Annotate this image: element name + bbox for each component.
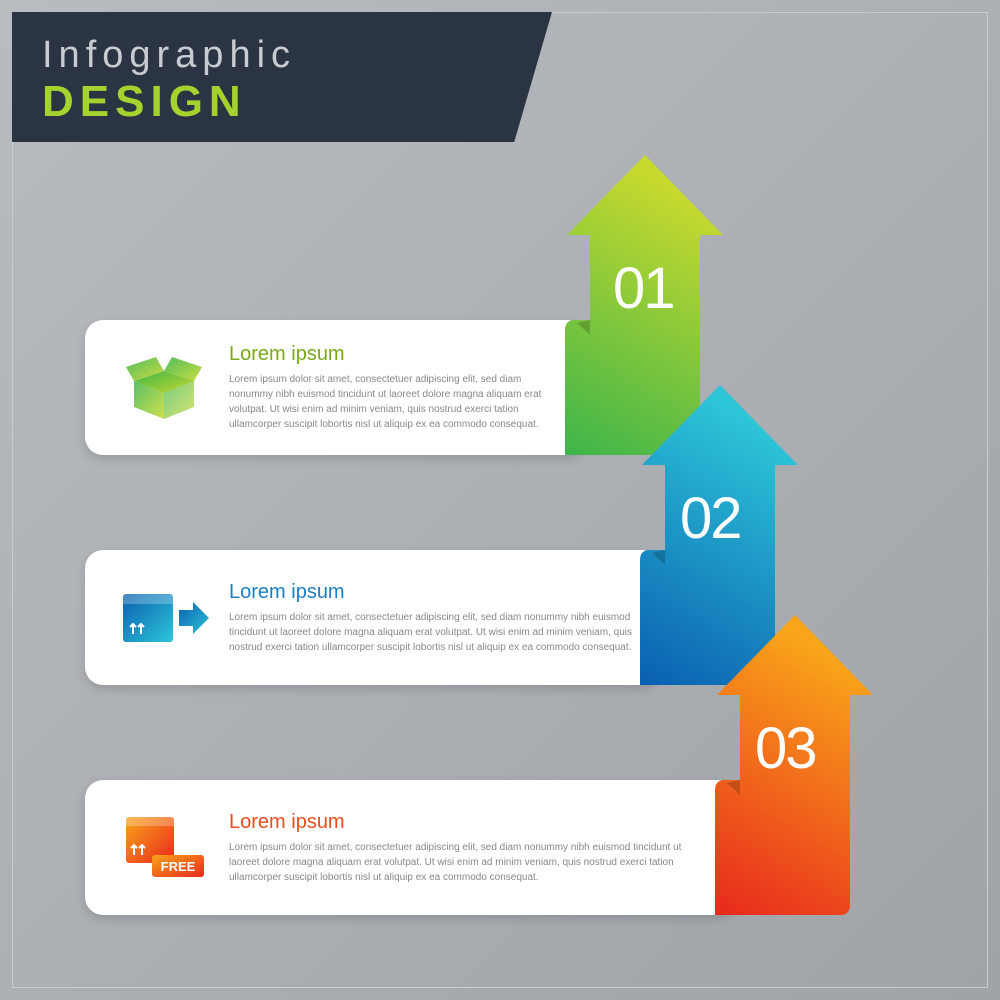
open-box-icon: [109, 353, 219, 423]
number-3: 03: [755, 715, 816, 782]
header-line2: DESIGN: [42, 77, 522, 127]
card-3-body: Lorem ipsum dolor sit amet, consectetuer…: [229, 840, 711, 885]
arrow-3: 03: [715, 615, 875, 915]
card-2-body: Lorem ipsum dolor sit amet, consectetuer…: [229, 610, 636, 655]
card-2: Lorem ipsum Lorem ipsum dolor sit amet, …: [85, 550, 660, 685]
header-line1: Infographic: [42, 34, 522, 77]
header-banner: Infographic DESIGN: [12, 12, 552, 142]
card-1-title: Lorem ipsum: [229, 343, 561, 366]
card-3-title: Lorem ipsum: [229, 811, 711, 834]
card-1-body: Lorem ipsum dolor sit amet, consectetuer…: [229, 372, 561, 432]
box-free-icon: FREE: [109, 815, 219, 880]
number-2: 02: [680, 485, 741, 552]
svg-text:FREE: FREE: [160, 859, 195, 874]
number-1: 01: [613, 255, 674, 322]
box-arrow-icon: [109, 588, 219, 648]
card-1: Lorem ipsum Lorem ipsum dolor sit amet, …: [85, 320, 585, 455]
card-3: FREE Lorem ipsum Lorem ipsum dolor sit a…: [85, 780, 735, 915]
card-2-title: Lorem ipsum: [229, 581, 636, 604]
